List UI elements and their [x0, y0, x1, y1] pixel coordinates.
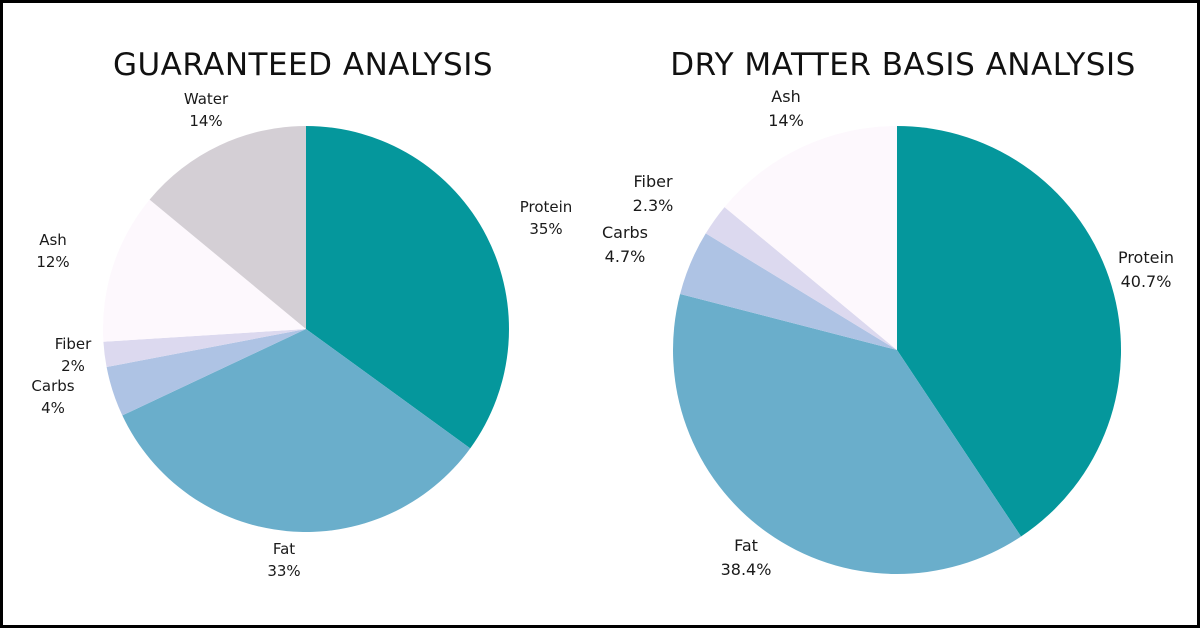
slice-value-fiber: 2.3%: [633, 196, 674, 215]
pie-slice-ash: [724, 126, 897, 350]
pie-slice-fiber: [705, 207, 897, 350]
slice-label-fat: Fat: [734, 536, 758, 555]
slice-label-carbs: Carbs: [31, 377, 74, 395]
slice-value-water: 14%: [189, 112, 222, 130]
slice-label-fiber: Fiber: [633, 172, 672, 191]
pie-chart-guaranteed-analysis: Protein 35% Fat 33% Carbs 4% Fiber 2% Ash 12% Wate…: [31, 90, 572, 580]
slice-value-carbs: 4.7%: [605, 247, 646, 266]
chart-title-guaranteed-analysis: GUARANTEED ANALYSIS: [112, 47, 494, 83]
slice-value-ash: 14%: [768, 111, 804, 130]
slice-value-protein: 35%: [529, 220, 562, 238]
slice-label-carbs: Carbs: [602, 223, 648, 242]
slice-label-water: Water: [184, 90, 229, 108]
pie-slice-carbs: [106, 329, 306, 416]
slice-label-ash: Ash: [771, 87, 800, 106]
pie-slice-ash: [102, 199, 306, 342]
pie-slice-protein: [897, 126, 1122, 537]
slice-label-protein: Protein: [520, 198, 573, 216]
slice-label-fat: Fat: [273, 540, 295, 558]
pie-slice-fiber: [103, 329, 307, 368]
slice-value-carbs: 4%: [41, 399, 65, 417]
pie-slice-protein: [306, 126, 509, 449]
pie-slice-water: [149, 126, 306, 329]
slice-value-fiber: 2%: [61, 357, 85, 375]
slice-value-protein: 40.7%: [1121, 272, 1172, 291]
pie-chart-dry-matter-basis-analysis: Protein 40.7% Fat 38.4% Carbs 4.7% Fiber 2.3% As…: [602, 87, 1174, 579]
chart-title-dry-matter-basis-analysis: DRY MATTER BASIS ANALYSIS: [670, 47, 1136, 83]
slice-value-ash: 12%: [36, 253, 69, 271]
pie-slice-fat: [122, 329, 471, 532]
slice-label-protein: Protein: [1118, 248, 1174, 267]
pie-slice-carbs: [680, 233, 897, 350]
pie-slice-fat: [672, 294, 1022, 575]
slice-value-fat: 33%: [267, 562, 300, 580]
pie-charts-canvas: Protein 35% Fat 33% Carbs 4% Fiber 2% Ash 12% Wate…: [31, 87, 1174, 580]
slice-label-fiber: Fiber: [55, 335, 92, 353]
slice-value-fat: 38.4%: [721, 560, 772, 579]
slice-label-ash: Ash: [39, 231, 67, 249]
